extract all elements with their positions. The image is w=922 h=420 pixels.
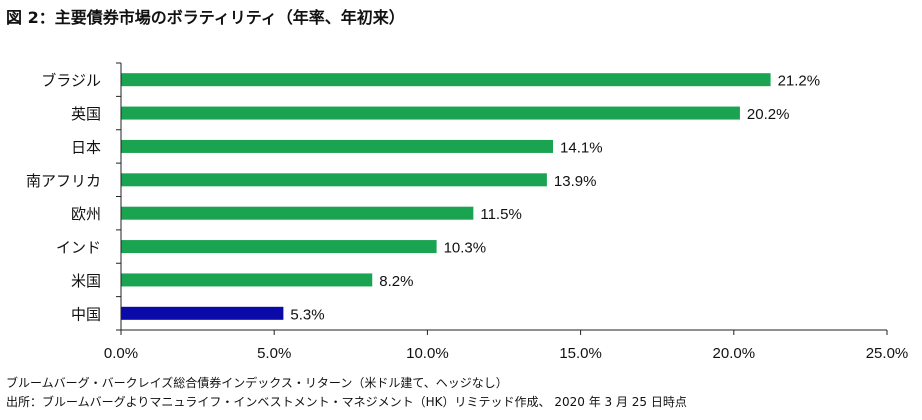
category-label: 中国 <box>71 305 101 323</box>
bar-value-label: 14.1% <box>560 139 603 156</box>
x-tick-label: 0.0% <box>104 345 138 362</box>
x-tick-label: 10.0% <box>406 345 449 362</box>
bar <box>121 306 284 320</box>
bar <box>121 106 740 120</box>
bar <box>121 173 547 187</box>
bar <box>121 139 554 153</box>
chart-notes: ブルームバーグ・バークレイズ総合債券インデックス・リターン（米ドル建て、ヘッジな… <box>6 374 687 412</box>
bar-value-label: 21.2% <box>778 73 821 90</box>
bar-value-label: 13.9% <box>554 173 597 190</box>
category-label: 英国 <box>71 105 101 123</box>
category-label: 南アフリカ <box>26 172 101 190</box>
chart-title: 図 2：主要債券市場のボラティリティ（年率、年初来） <box>6 8 405 27</box>
bar-value-label: 11.5% <box>480 206 521 223</box>
bar <box>121 273 373 287</box>
x-tick-label: 25.0% <box>866 345 909 362</box>
category-label: 欧州 <box>71 205 101 223</box>
note-index-description: ブルームバーグ・バークレイズ総合債券インデックス・リターン（米ドル建て、ヘッジな… <box>6 376 508 390</box>
note-source: 出所：ブルームバーグよりマニュライフ・インベストメント・マネジメント（HK）リミ… <box>6 395 687 409</box>
bar-value-label: 5.3% <box>290 306 324 323</box>
category-label: ブラジル <box>41 72 101 90</box>
bar <box>121 73 771 87</box>
bar-value-label: 10.3% <box>444 240 487 257</box>
bar-value-label: 20.2% <box>747 106 790 123</box>
category-label: インド <box>56 239 101 257</box>
x-tick-label: 15.0% <box>559 345 602 362</box>
bars-group: 21.2% 20.2% 14.1% 13.9% 11.5% 10.3% 8.2% 5.3% <box>121 73 821 323</box>
bar <box>121 206 474 220</box>
bar <box>121 240 437 254</box>
bar-value-label: 8.2% <box>379 273 413 290</box>
x-tick-label: 20.0% <box>713 345 756 362</box>
x-tick-label: 5.0% <box>257 345 291 362</box>
category-label: 日本 <box>71 138 101 156</box>
category-label: 米国 <box>71 272 101 290</box>
